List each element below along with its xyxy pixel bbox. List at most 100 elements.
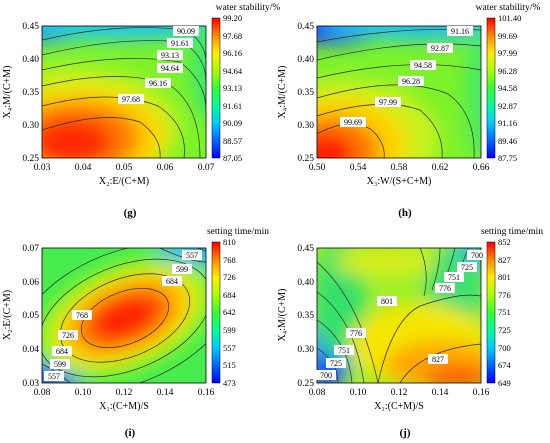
- y-axis-label: X₂:E/(C+M): [2, 290, 13, 340]
- svg-text:90.09: 90.09: [177, 27, 195, 36]
- panel-label: (j): [400, 427, 411, 439]
- y-tick: 0.25: [22, 154, 39, 164]
- colorbar-tick: 101.40: [498, 13, 521, 23]
- colorbar-tick: 92.87: [498, 101, 517, 111]
- svg-text:97.99: 97.99: [379, 98, 397, 107]
- svg-text:684: 684: [56, 347, 68, 356]
- svg-text:776: 776: [439, 284, 451, 293]
- contour-label: 96.28: [398, 76, 424, 86]
- x-tick: 0.10: [75, 388, 92, 398]
- x-tick: 0.08: [34, 388, 51, 398]
- colorbar-tick: 810: [223, 237, 236, 247]
- x-tick: 0.08: [309, 388, 326, 398]
- colorbar-tick: 90.09: [223, 118, 242, 128]
- svg-text:751: 751: [338, 346, 350, 355]
- colorbar-tick: 94.64: [223, 66, 243, 76]
- svg-text:827: 827: [432, 355, 444, 364]
- colorbar-tick: 726: [223, 272, 236, 282]
- x-axis-label: X₂:E/(C+M): [99, 176, 149, 187]
- y-tick: 0.04: [22, 345, 39, 355]
- contour-label: 92.87: [427, 43, 453, 53]
- colorbar-tick: 97.99: [498, 48, 517, 58]
- y-tick: 0.07: [22, 244, 39, 254]
- panel-label: (i): [125, 427, 136, 439]
- svg-text:557: 557: [48, 372, 60, 381]
- x-tick: 0.14: [157, 388, 174, 398]
- svg-text:599: 599: [54, 360, 66, 369]
- y-tick: 0.40: [297, 278, 314, 288]
- colorbar-title: water stability/%: [216, 3, 281, 13]
- contour-label: 557: [182, 250, 202, 260]
- x-tick: 0.58: [391, 163, 408, 173]
- x-tick: 0.16: [198, 388, 215, 398]
- svg-text:96.28: 96.28: [402, 77, 420, 86]
- svg-text:768: 768: [76, 311, 88, 320]
- colorbar-tick: 99.20: [223, 13, 242, 23]
- panel-i: 557 599 684 768 726 684 599 557 0.08 0.1…: [2, 227, 269, 439]
- y-tick: 0.35: [22, 88, 39, 98]
- colorbar-tick: 91.16: [498, 118, 517, 128]
- panel-h: 91.16 92.87 94.58 96.28 97.99 99.69 0.50…: [277, 3, 540, 219]
- x-tick: 0.12: [116, 388, 133, 398]
- colorbar-tick: 87.05: [223, 153, 242, 163]
- svg-text:97.68: 97.68: [122, 95, 140, 104]
- colorbar-tick: 473: [223, 378, 236, 388]
- y-tick: 0.25: [297, 379, 314, 389]
- contour-label: 91.61: [167, 38, 193, 48]
- contour-label: 599: [50, 359, 70, 369]
- contour-label: 93.13: [157, 50, 183, 60]
- svg-text:776: 776: [350, 329, 362, 338]
- contour-label: 94.64: [157, 63, 183, 73]
- panel-g: 90.09 91.61 93.13 94.64 96.16 97.68 0.03…: [2, 3, 281, 219]
- colorbar-tick: 89.46: [498, 136, 517, 146]
- colorbar-tick: 768: [223, 255, 236, 265]
- x-tick: 0.06: [157, 163, 174, 173]
- contour-label: 726: [58, 330, 78, 340]
- svg-text:700: 700: [471, 251, 483, 260]
- contour-label: 725: [457, 262, 477, 272]
- x-axis-label: X₁:(C+M)/S: [99, 401, 149, 412]
- colorbar-tick: 700: [498, 343, 511, 353]
- y-tick: 0.25: [297, 154, 314, 164]
- svg-text:725: 725: [330, 359, 342, 368]
- contour-label: 91.16: [447, 26, 473, 36]
- x-tick: 0.10: [350, 388, 367, 398]
- y-axis-label: X₄:M/(C+M): [2, 65, 13, 118]
- colorbar-tick: 852: [498, 237, 511, 247]
- y-tick: 0.30: [297, 121, 314, 131]
- y-tick: 0.30: [22, 121, 39, 131]
- y-tick: 0.30: [297, 345, 314, 355]
- svg-text:700: 700: [320, 371, 332, 380]
- y-axis-label: X₄:M/(C+M): [277, 65, 288, 118]
- y-tick: 0.40: [297, 55, 314, 65]
- svg-text:91.16: 91.16: [451, 27, 469, 36]
- svg-text:99.69: 99.69: [344, 118, 362, 127]
- contour-label: 751: [444, 272, 464, 282]
- colorbar-tick: 87.75: [498, 153, 517, 163]
- colorbar-tick: 97.68: [223, 31, 242, 41]
- panel-label: (g): [124, 207, 137, 219]
- x-tick: 0.04: [75, 163, 92, 173]
- y-tick: 0.06: [22, 278, 39, 288]
- contour-label: 725: [326, 358, 346, 368]
- y-tick: 0.35: [297, 311, 314, 321]
- svg-text:94.58: 94.58: [414, 61, 432, 70]
- colorbar-tick: 599: [223, 325, 236, 335]
- svg-text:684: 684: [166, 277, 178, 286]
- x-tick: 0.50: [309, 163, 326, 173]
- contour-label: 97.68: [118, 94, 144, 104]
- contour-label: 776: [435, 283, 455, 293]
- heatmap-h: [317, 26, 481, 158]
- svg-text:94.64: 94.64: [161, 64, 179, 73]
- x-tick: 0.12: [391, 388, 408, 398]
- contour-label: 776: [346, 328, 366, 338]
- x-tick: 0.62: [432, 163, 449, 173]
- svg-text:93.13: 93.13: [161, 51, 179, 60]
- colorbar-tick: 94.58: [498, 83, 517, 93]
- contour-label: 599: [172, 264, 192, 274]
- y-tick: 0.05: [22, 311, 39, 321]
- contour-label: 97.99: [375, 97, 401, 107]
- contour-label: 684: [162, 276, 182, 286]
- svg-text:751: 751: [448, 273, 460, 282]
